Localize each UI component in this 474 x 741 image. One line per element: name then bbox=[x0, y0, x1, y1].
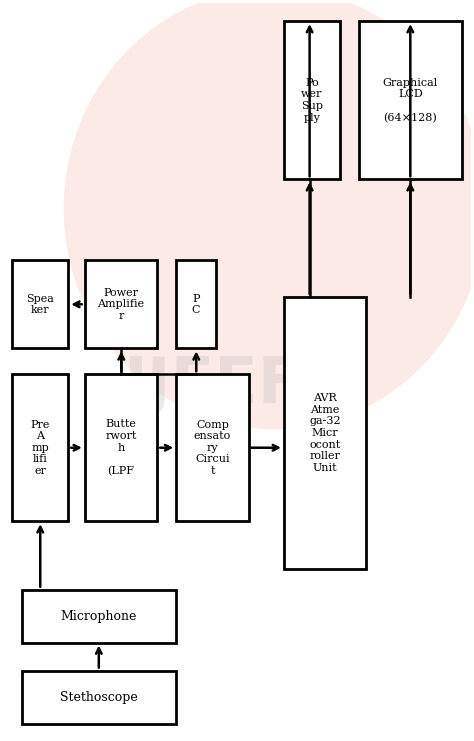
Text: Po
wer
Sup
ply: Po wer Sup ply bbox=[301, 78, 323, 122]
Bar bbox=[21, 671, 176, 723]
Text: Pre
A
mp
lifi
er: Pre A mp lifi er bbox=[30, 419, 50, 476]
Bar bbox=[284, 297, 366, 569]
Text: Microphone: Microphone bbox=[61, 610, 137, 622]
Text: IJEEFR: IJEEFR bbox=[123, 354, 351, 416]
Bar bbox=[284, 21, 340, 179]
Text: Butte
rwort
h

(LPF: Butte rwort h (LPF bbox=[105, 419, 137, 476]
Bar bbox=[85, 260, 157, 348]
Text: Spea
ker: Spea ker bbox=[27, 293, 54, 315]
Ellipse shape bbox=[64, 0, 474, 429]
Text: Power
Amplifie
r: Power Amplifie r bbox=[98, 288, 145, 321]
Text: Comp
ensato
ry
Circui
t: Comp ensato ry Circui t bbox=[194, 419, 231, 476]
Bar bbox=[21, 590, 176, 642]
Bar bbox=[85, 374, 157, 521]
Bar bbox=[176, 260, 216, 348]
Text: Stethoscope: Stethoscope bbox=[60, 691, 137, 703]
Text: P
C: P C bbox=[192, 293, 200, 315]
Text: Graphical
LCD

(64×128): Graphical LCD (64×128) bbox=[383, 78, 438, 123]
Bar bbox=[359, 21, 462, 179]
Bar bbox=[176, 374, 249, 521]
Text: AVR
Atme
ga-32
Micr
ocont
roller
Unit: AVR Atme ga-32 Micr ocont roller Unit bbox=[309, 393, 341, 473]
Bar bbox=[12, 260, 68, 348]
Bar bbox=[12, 374, 68, 521]
